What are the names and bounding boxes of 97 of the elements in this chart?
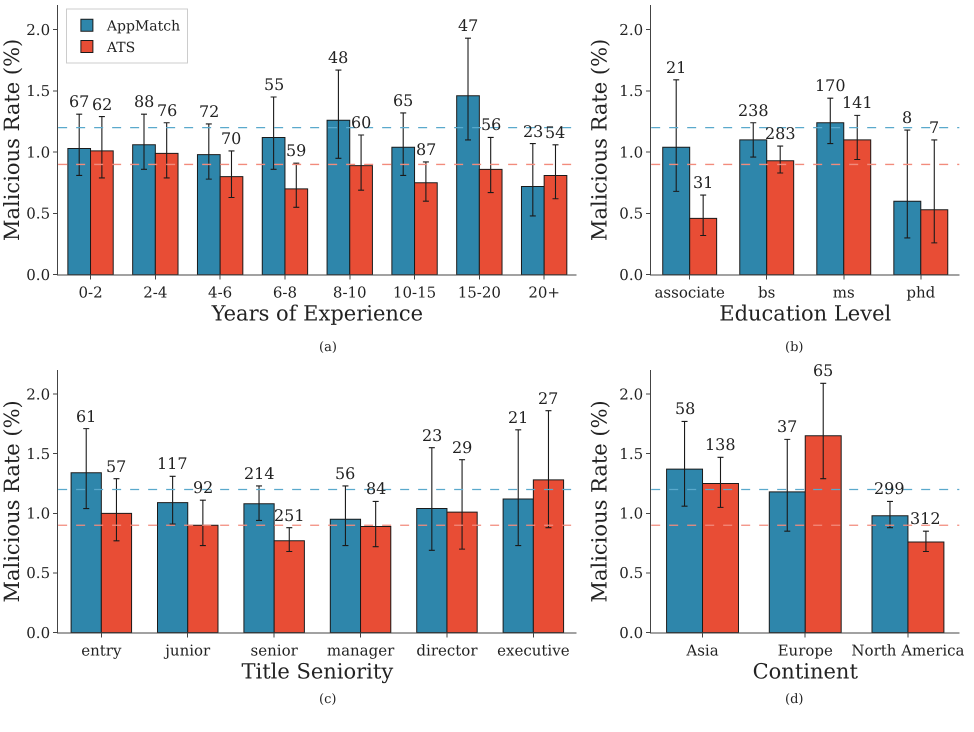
y-tick-label: 2.0 [26, 385, 50, 404]
y-tick-label: 0.5 [26, 204, 50, 223]
annotation: 312 [910, 509, 941, 528]
annotation: 214 [244, 464, 275, 483]
x-tick-label: Europe [778, 642, 834, 660]
annotation: 31 [693, 173, 714, 192]
y-tick-label: 0.0 [619, 624, 644, 642]
legend-label: AppMatch [106, 18, 180, 35]
x-tick-label: North America [851, 642, 965, 660]
annotation: 70 [221, 129, 242, 148]
x-tick-label: Asia [685, 642, 719, 660]
annotation: 283 [765, 124, 796, 143]
y-tick-label: 0.5 [619, 204, 644, 223]
text: (c) [319, 692, 336, 707]
annotation: 27 [538, 389, 558, 408]
y-tick-label: 0.0 [26, 266, 50, 284]
annotation: 59 [286, 141, 306, 160]
annotation: 87 [416, 140, 436, 159]
x-tick-label: ms [832, 284, 855, 302]
x-tick-label: junior [163, 642, 212, 660]
y-tick-label: 1.0 [619, 504, 644, 523]
annotation: 56 [481, 115, 502, 134]
annotation: 23 [523, 122, 544, 141]
annotation: 88 [134, 92, 154, 111]
annotation: 299 [874, 479, 905, 498]
annotation: 92 [193, 478, 214, 497]
y-axis-title: Malicious Rate (%) [587, 400, 612, 603]
x-tick-label: director [416, 642, 478, 660]
x-axis-title: Title Seniority [241, 660, 394, 684]
annotation: 56 [335, 464, 356, 483]
y-tick-label: 1.5 [619, 444, 644, 463]
y-tick-label: 0.5 [619, 564, 644, 582]
annotation: 37 [777, 417, 798, 436]
annotation: 55 [264, 75, 284, 94]
annotation: 60 [351, 113, 372, 132]
x-tick-label: associate [654, 284, 726, 302]
annotation: 141 [842, 93, 873, 112]
y-axis-title: Malicious Rate (%) [0, 400, 24, 603]
x-axis-title: Years of Experience [210, 302, 424, 326]
x-tick-label: 2-4 [143, 284, 168, 302]
text: (a) [319, 340, 337, 355]
y-tick-label: 0.5 [26, 564, 50, 582]
annotation: 47 [458, 16, 478, 35]
annotation: 117 [157, 454, 188, 473]
x-tick-label: 8-10 [332, 284, 367, 302]
y-tick-label: 1.5 [619, 82, 644, 100]
x-tick-label: manager [326, 642, 396, 660]
x-tick-label: 6-8 [272, 284, 298, 302]
text: (d) [785, 692, 804, 707]
x-axis-title: Education Level [719, 302, 892, 326]
x-tick-label: 15-20 [458, 284, 501, 302]
y-tick-label: 2.0 [26, 20, 50, 39]
annotation: 251 [274, 506, 305, 525]
annotation: 65 [813, 361, 834, 380]
y-tick-label: 1.0 [26, 504, 50, 523]
y-tick-label: 2.0 [619, 385, 644, 404]
x-tick-label: phd [906, 284, 936, 302]
annotation: 67 [69, 92, 90, 111]
x-tick-label: bs [758, 284, 776, 302]
x-tick-label: 10-15 [392, 284, 436, 302]
annotation: 54 [545, 123, 566, 142]
y-axis-title: Malicious Rate (%) [0, 38, 24, 242]
x-tick-label: 20+ [528, 284, 560, 302]
annotation: 61 [76, 407, 96, 426]
annotation: 76 [157, 101, 178, 120]
annotation: 7 [929, 118, 940, 137]
annotation: 23 [422, 426, 442, 445]
annotation: 65 [393, 91, 414, 110]
y-tick-label: 0.0 [26, 624, 50, 642]
y-tick-label: 1.0 [619, 143, 644, 162]
annotation: 8 [902, 108, 912, 127]
annotation: 138 [705, 435, 736, 454]
y-tick-label: 1.5 [26, 82, 50, 100]
x-tick-label: 4-6 [208, 284, 232, 302]
x-axis-title: Continent [752, 660, 858, 684]
y-tick-label: 0.0 [619, 266, 644, 284]
text: (b) [785, 340, 804, 355]
legend-label: ATS [106, 40, 136, 56]
annotation: 21 [508, 408, 528, 427]
y-tick-label: 1.5 [26, 444, 50, 463]
annotation: 84 [366, 479, 386, 498]
annotation: 238 [738, 101, 769, 120]
annotation: 72 [199, 102, 220, 121]
x-tick-label: 0-2 [78, 284, 103, 302]
x-tick-label: executive [497, 642, 570, 660]
y-tick-label: 2.0 [619, 20, 644, 39]
annotation: 57 [106, 457, 126, 476]
annotation: 170 [815, 76, 846, 95]
x-tick-label: entry [81, 642, 122, 660]
annotation: 29 [452, 438, 472, 457]
y-tick-label: 1.0 [26, 143, 50, 162]
annotation: 58 [675, 399, 696, 418]
annotation: 62 [92, 95, 112, 114]
x-tick-label: senior [250, 642, 299, 660]
y-axis-title: Malicious Rate (%) [587, 38, 612, 242]
annotation: 21 [666, 58, 686, 77]
annotation: 48 [328, 48, 348, 67]
